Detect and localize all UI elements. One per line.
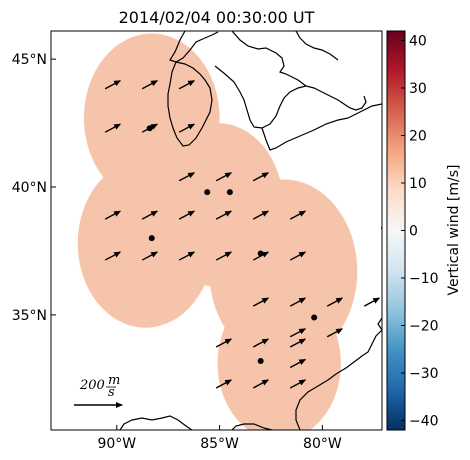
map-frame bbox=[50, 30, 383, 431]
wind-vector-arrow bbox=[104, 80, 122, 90]
wind-vector-field bbox=[104, 80, 381, 389]
colorbar-tick-label: 20 bbox=[409, 129, 427, 145]
wind-vector-arrow bbox=[178, 80, 196, 90]
radar-site-dot bbox=[311, 314, 318, 321]
scale-key: 200 m s bbox=[74, 373, 123, 408]
wind-vector-arrow bbox=[289, 251, 307, 261]
longitude-axis: 90°W 85°W 80°W bbox=[97, 425, 342, 452]
upper-lakes-shore bbox=[231, 31, 307, 87]
scale-unit-denominator: s bbox=[108, 385, 115, 400]
outer-banks bbox=[377, 317, 382, 331]
colorbar-tick-label: −30 bbox=[409, 366, 439, 382]
radar-coverage-area bbox=[77, 33, 358, 430]
coverage-circle bbox=[217, 286, 341, 430]
radar-site-dot bbox=[226, 189, 233, 196]
colorbar-tick-label: −10 bbox=[409, 271, 439, 287]
colorbar: 40 30 20 10 0 −10 −20 −30 −40 Vertical wind [m/s… bbox=[386, 30, 462, 431]
scale-value: 200 bbox=[79, 378, 105, 393]
wind-vector-arrow bbox=[104, 123, 122, 133]
wind-vector-arrow bbox=[178, 123, 196, 133]
wind-vector-arrow bbox=[363, 297, 381, 307]
radar-site-dot bbox=[204, 189, 211, 196]
map-plot-area: 200 m s bbox=[50, 30, 383, 431]
wind-vector-arrow bbox=[289, 328, 307, 338]
colorbar-tick-label: −20 bbox=[409, 319, 439, 335]
latitude-tick-label: 40°N bbox=[12, 180, 47, 196]
latitude-axis: 45°N 40°N 35°N bbox=[12, 52, 56, 324]
wind-vector-arrow bbox=[141, 210, 159, 220]
wind-vector-arrow bbox=[252, 172, 270, 182]
map-title: 2014/02/04 00:30:00 UT bbox=[118, 8, 315, 27]
coastlines bbox=[119, 31, 382, 430]
wind-vector-arrow bbox=[178, 172, 196, 182]
wind-vector-arrow bbox=[141, 123, 159, 133]
wind-vector-arrow bbox=[252, 379, 270, 389]
longitude-tick-label: 80°W bbox=[303, 436, 342, 452]
scale-unit-numerator: m bbox=[108, 373, 120, 388]
wind-vector-arrow bbox=[289, 338, 307, 348]
wind-vector-arrow bbox=[326, 297, 344, 307]
wind-vector-arrow bbox=[104, 210, 122, 220]
wind-vector-arrow bbox=[252, 297, 270, 307]
colorbar-tick-label: 10 bbox=[409, 176, 427, 192]
wind-vector-arrow bbox=[178, 210, 196, 220]
latitude-tick-label: 35°N bbox=[12, 308, 47, 324]
colorbar-label: Vertical wind [m/s] bbox=[446, 165, 462, 296]
wind-vector-arrow bbox=[215, 172, 233, 182]
colorbar-tick-label: 40 bbox=[409, 34, 427, 50]
wind-vector-arrow bbox=[289, 379, 307, 389]
coverage-circle bbox=[77, 158, 214, 328]
wind-vector-arrow bbox=[215, 338, 233, 348]
longitude-tick-label: 90°W bbox=[97, 436, 136, 452]
wind-vector-arrow bbox=[215, 251, 233, 261]
latitude-tick-label: 45°N bbox=[12, 52, 47, 68]
colorbar-tick-label: 30 bbox=[409, 81, 427, 97]
colorbar-tick-label: 0 bbox=[409, 224, 418, 240]
wind-vector-arrow bbox=[289, 210, 307, 220]
lake-ontario-shore bbox=[347, 103, 382, 119]
wind-vector-arrow bbox=[289, 297, 307, 307]
lake-huron-shore bbox=[214, 65, 367, 129]
wind-vector-arrow bbox=[252, 338, 270, 348]
north-shore bbox=[295, 31, 339, 61]
lake-michigan-shore bbox=[167, 61, 213, 147]
wind-vector-arrow bbox=[215, 379, 233, 389]
wind-vector-arrow bbox=[326, 328, 344, 338]
longitude-tick-label: 85°W bbox=[200, 436, 239, 452]
gulf-coast-west bbox=[119, 415, 193, 430]
colorbar-ticks: 40 30 20 10 0 −10 −20 −30 −40 bbox=[401, 34, 439, 430]
wind-vector-arrow bbox=[141, 80, 159, 90]
radar-site-dot bbox=[257, 357, 264, 364]
radar-site-dot bbox=[148, 235, 155, 242]
wind-vector-arrow bbox=[215, 210, 233, 220]
wind-vector-arrow bbox=[252, 251, 270, 261]
colorbar-tick-label: −40 bbox=[409, 414, 439, 430]
radar-site-markers bbox=[146, 125, 382, 364]
wind-vector-arrow bbox=[104, 251, 122, 261]
gulf-coast-east bbox=[231, 423, 273, 430]
wind-vector-arrow bbox=[252, 210, 270, 220]
lake-superior-shore bbox=[169, 31, 219, 63]
wind-vector-arrow bbox=[141, 251, 159, 261]
wind-vector-arrow bbox=[178, 251, 196, 261]
wind-vector-arrow bbox=[289, 358, 307, 369]
lake-erie-shore bbox=[261, 117, 349, 151]
atlantic-coast bbox=[295, 329, 382, 430]
